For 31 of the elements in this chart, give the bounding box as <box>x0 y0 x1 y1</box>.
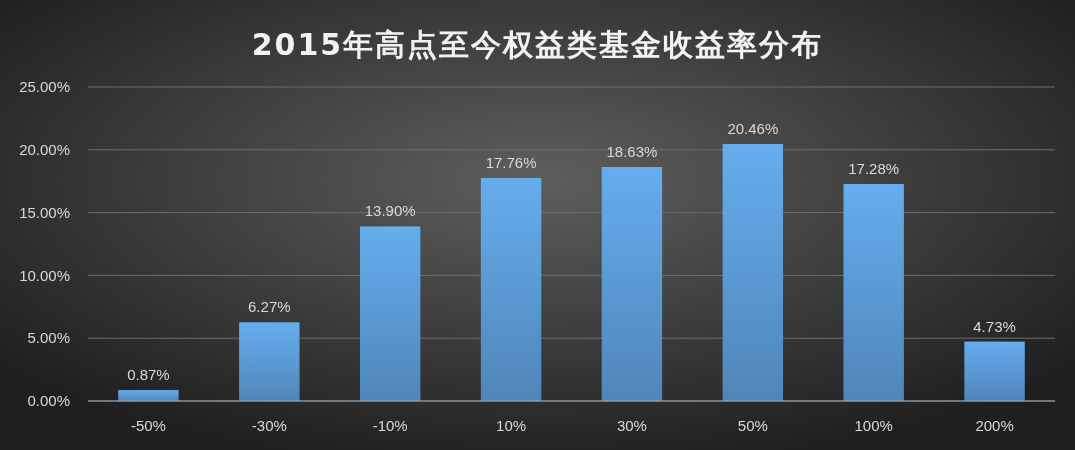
data-label: 18.63% <box>606 143 658 161</box>
x-tick-label: -10% <box>372 417 408 434</box>
data-label: 17.76% <box>485 153 537 171</box>
x-tick-label: -30% <box>251 417 287 434</box>
data-label: 13.90% <box>364 202 416 220</box>
bar <box>480 177 542 401</box>
y-tick-label: 10.00% <box>19 266 70 284</box>
bar <box>964 341 1025 401</box>
x-tick-label: 30% <box>616 417 647 434</box>
chart-title: 2015年高点至今权益类基金收益率分布 <box>251 27 824 62</box>
bar <box>359 226 421 401</box>
bar <box>601 167 663 401</box>
bar <box>843 183 904 401</box>
x-tick-label: 50% <box>737 417 768 434</box>
x-tick-label: 200% <box>975 417 1014 434</box>
y-tick-label: 0.00% <box>27 392 70 410</box>
bar <box>239 322 300 401</box>
data-label: 4.73% <box>973 317 1016 335</box>
y-tick-label: 20.00% <box>19 141 70 159</box>
bar <box>118 390 179 401</box>
y-tick-label: 25.00% <box>19 78 70 96</box>
data-label: 0.87% <box>127 366 170 384</box>
x-tick-label: 100% <box>854 417 893 434</box>
x-tick-label: -50% <box>130 417 166 434</box>
data-label: 17.28% <box>848 159 900 177</box>
data-label: 20.46% <box>727 120 779 138</box>
data-label: 6.27% <box>248 298 291 316</box>
y-tick-label: 5.00% <box>27 329 70 347</box>
bar <box>722 144 784 401</box>
x-tick-label: 10% <box>496 417 527 434</box>
y-tick-label: 15.00% <box>19 203 70 221</box>
